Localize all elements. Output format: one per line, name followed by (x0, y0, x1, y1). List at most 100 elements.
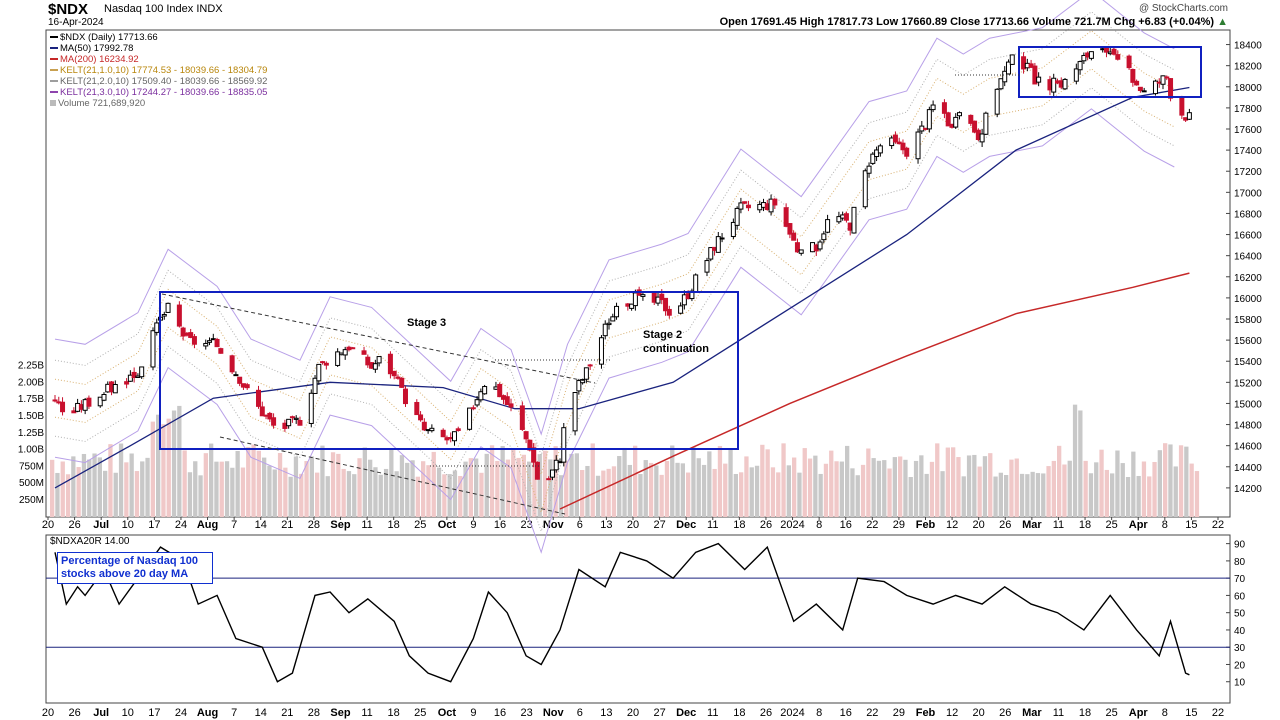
x-tick-label: Nov (543, 707, 565, 719)
volume-bar (304, 461, 309, 517)
volume-bar (982, 456, 988, 517)
volume-bar (442, 474, 447, 517)
volume-tick-label: 750M (19, 461, 44, 472)
x-tick-label: 18 (733, 519, 745, 531)
volume-bar (256, 450, 261, 517)
volume-bar (956, 457, 961, 517)
candle-body (470, 407, 476, 410)
volume-bar (315, 472, 320, 517)
candle-body (1088, 51, 1094, 59)
volume-bar (1147, 476, 1152, 517)
candle-body (297, 420, 303, 426)
volume-bar (246, 446, 251, 517)
volume-bar (998, 472, 1003, 517)
x-tick-label: 17 (148, 519, 160, 531)
keltner-upper-band (54, 11, 1175, 457)
legend-text: KELT(21,3.0,10) 17244.27 - 18039.66 - 18… (60, 87, 268, 98)
volume-bar (500, 445, 505, 517)
x-tick-label: Aug (197, 707, 218, 719)
x-tick-label: 26 (760, 519, 772, 531)
candle-body (798, 249, 804, 254)
volume-bar (177, 405, 182, 517)
x-tick-label: 12 (946, 707, 958, 719)
keltner-upper-band (54, 0, 1175, 436)
x-tick-label: Aug (197, 519, 218, 531)
candle-body (870, 153, 876, 164)
candle-body (678, 305, 684, 314)
x-tick-label: 27 (653, 707, 665, 719)
volume-bar (580, 469, 585, 517)
volume-bar (224, 461, 230, 517)
upper-trendline (161, 293, 596, 384)
candle-body (983, 112, 989, 135)
x-tick-label: Nov (543, 519, 565, 531)
legend-text: KELT(21,2.0,10) 17509.40 - 18039.66 - 18… (60, 76, 268, 87)
candle-body (900, 142, 906, 151)
candle-body (553, 459, 559, 471)
volume-bar (1141, 461, 1147, 517)
x-tick-label: 6 (577, 707, 583, 719)
ma50-line (54, 86, 1190, 489)
x-tick-label: 20 (973, 707, 985, 719)
price-tick-label: 16000 (1234, 294, 1262, 305)
x-tick-label: 11 (707, 519, 718, 531)
x-tick-label: 18 (1079, 707, 1091, 719)
volume-bar (786, 465, 791, 517)
candle-body (663, 297, 669, 312)
volume-bar (680, 463, 685, 517)
candle-body (293, 417, 299, 420)
volume-bar (1088, 473, 1094, 517)
candle-body (124, 381, 130, 385)
candle-body (862, 170, 868, 208)
volume-bar (65, 474, 71, 517)
x-tick-label: 13 (600, 707, 612, 719)
indicator-tick-label: 60 (1234, 591, 1246, 602)
volume-bar (251, 444, 256, 517)
volume-bar (935, 443, 940, 517)
candle-body (866, 165, 872, 174)
candle-body (451, 431, 457, 442)
volume-bar (1009, 459, 1014, 517)
volume-bar (1099, 449, 1104, 517)
volume-bar (76, 467, 81, 517)
x-tick-label: 23 (521, 519, 533, 531)
legend-item: KELT(21,3.0,10) 17244.27 - 18039.66 - 18… (50, 87, 267, 98)
volume-bar (71, 456, 76, 517)
volume-tick-label: 2.00B (18, 377, 44, 388)
volume-bar (1157, 450, 1162, 517)
volume-tick-label: 1.50B (18, 411, 44, 422)
candle-body (968, 114, 974, 124)
volume-bar (378, 474, 383, 517)
candle-body (998, 78, 1004, 90)
volume-bar (436, 467, 442, 517)
x-tick-label: 18 (1079, 519, 1091, 531)
x-tick-label: 11 (707, 707, 718, 719)
volume-bar (776, 472, 781, 517)
volume-bar (288, 476, 293, 517)
volume-tick-label: 2.25B (18, 361, 44, 372)
candle-body (979, 133, 985, 143)
volume-bar (924, 473, 929, 517)
candle-body (576, 380, 582, 392)
indicator-tick-label: 10 (1234, 678, 1246, 689)
indicator-tick-label: 70 (1234, 574, 1246, 585)
keltner-upper-band (54, 30, 1175, 476)
candle-body (666, 308, 672, 316)
volume-bar (193, 461, 198, 517)
exchange-label: INDX (196, 3, 223, 15)
x-tick-label: 22 (1212, 519, 1224, 531)
x-tick-label: 21 (281, 707, 293, 719)
candle-body (693, 274, 699, 293)
candle-body (414, 401, 420, 416)
x-tick-label: 11 (1053, 707, 1064, 719)
candle-body (504, 396, 510, 406)
x-tick-label: 27 (653, 519, 665, 531)
x-tick-label: 25 (414, 519, 426, 531)
volume-bar (1030, 471, 1035, 517)
volume-bar (150, 421, 155, 517)
volume-bar (611, 466, 617, 517)
volume-bar (463, 461, 468, 517)
volume-bar (749, 467, 754, 517)
x-tick-label: Feb (916, 707, 936, 719)
candle-body (1141, 90, 1147, 93)
